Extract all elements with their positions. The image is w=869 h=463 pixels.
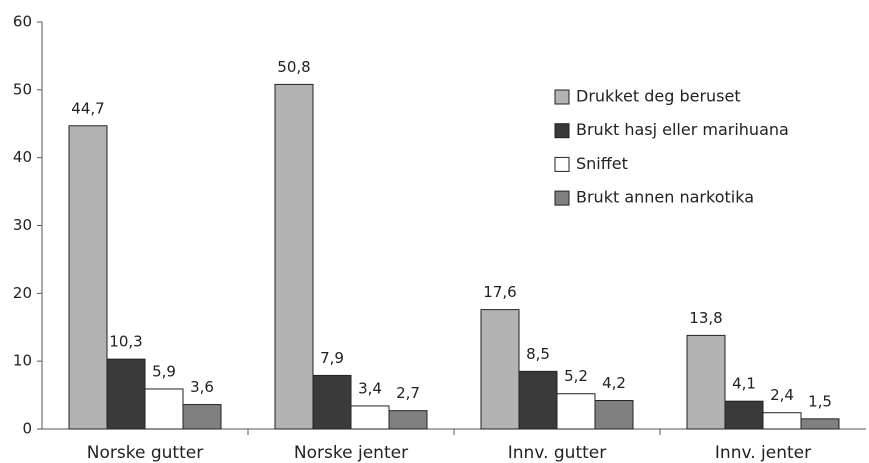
bar	[350, 405, 390, 430]
bar	[106, 358, 146, 430]
legend-swatch	[554, 156, 570, 172]
y-tick-label: 60	[13, 13, 32, 31]
bar	[480, 309, 520, 430]
value-label: 4,2	[602, 374, 626, 392]
value-label: 4,1	[732, 375, 756, 393]
value-label: 44,7	[71, 99, 104, 117]
x-tick-label: Innv. gutter	[508, 443, 606, 463]
y-tick-label: 20	[13, 284, 32, 302]
value-label: 2,7	[396, 384, 420, 402]
legend-label: Brukt hasj eller marihuana	[576, 120, 789, 139]
legend-swatch	[554, 190, 570, 206]
legend-label: Drukket deg beruset	[576, 87, 741, 106]
value-label: 2,4	[770, 386, 794, 404]
bar	[800, 418, 840, 430]
bar	[144, 388, 184, 430]
value-label: 17,6	[483, 283, 516, 301]
bar	[686, 334, 726, 430]
bar	[312, 374, 352, 430]
legend-label: Brukt annen narkotika	[576, 188, 754, 207]
legend-swatch	[554, 89, 570, 105]
x-tick-label: Norske gutter	[87, 443, 203, 463]
bar	[594, 400, 634, 430]
y-tick-label: 0	[22, 420, 32, 438]
bar	[388, 410, 428, 430]
y-tick-label: 10	[13, 352, 32, 370]
legend-swatch	[554, 123, 570, 139]
x-tick-label: Norske jenter	[294, 443, 408, 463]
value-label: 50,8	[277, 58, 310, 76]
y-tick-label: 50	[13, 80, 32, 98]
bar	[762, 412, 802, 430]
value-label: 5,2	[564, 367, 588, 385]
bar	[518, 370, 558, 430]
bar	[556, 393, 596, 430]
bar	[274, 83, 314, 430]
value-label: 10,3	[109, 333, 142, 351]
y-tick-label: 40	[13, 148, 32, 166]
value-label: 3,6	[190, 378, 214, 396]
value-label: 1,5	[808, 392, 832, 410]
bar	[724, 400, 764, 430]
value-label: 5,9	[152, 362, 176, 380]
bar	[182, 404, 222, 430]
legend-label: Sniffet	[576, 154, 628, 173]
value-label: 13,8	[689, 309, 722, 327]
value-label: 7,9	[320, 349, 344, 367]
x-tick-label: Innv. jenter	[715, 443, 811, 463]
bar	[68, 125, 108, 430]
value-label: 3,4	[358, 379, 382, 397]
value-label: 8,5	[526, 345, 550, 363]
y-tick-label: 30	[13, 216, 32, 234]
